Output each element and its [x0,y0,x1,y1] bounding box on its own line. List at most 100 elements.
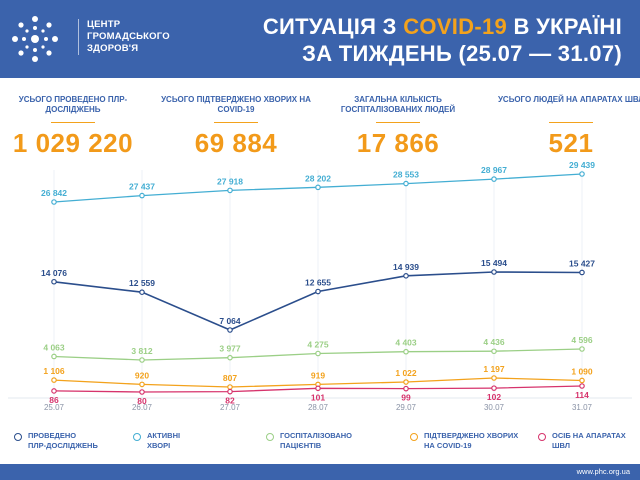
data-label: 7 064 [219,316,241,326]
data-point [403,273,409,279]
data-point [579,171,585,177]
title-part-1: СИТУАЦІЯ З [262,14,404,39]
org-line: ГРОМАДСЬКОГО [87,31,170,42]
data-label: 14 939 [393,262,419,272]
data-point [491,348,497,355]
x-tick-label: 27.07 [220,403,241,412]
data-point [403,348,409,355]
page-title: СИТУАЦІЯ З COVID-19 В УКРАЇНІ ЗА ТИЖДЕНЬ… [263,13,622,67]
data-label: 114 [575,390,589,400]
legend-label: ГОСПІТАЛІЗОВАНО ПАЦІЄНТІВ [280,431,352,451]
data-point [491,385,497,391]
organization-name: ЦЕНТР ГРОМАДСЬКОГО ЗДОРОВ'Я [78,19,170,55]
legend-marker-icon [266,433,274,441]
data-label: 12 655 [305,278,331,288]
data-label: 3 977 [219,344,241,354]
data-point [51,278,57,285]
kpi-ventilators: УСЬОГО ЛЮДЕЙ НА АПАРАТАХ ШВЛ 521 [496,95,640,158]
data-label: 4 436 [483,337,505,347]
data-point [579,383,585,389]
data-point [227,327,233,333]
data-point [51,388,57,394]
data-label: 1 090 [571,366,593,376]
data-label: 4 063 [43,342,65,352]
title-part-2: В УКРАЇНІ [507,14,622,39]
data-label: 15 427 [569,258,595,268]
data-point [51,377,57,383]
kpi-pcr-tests: УСЬОГО ПРОВЕДЕНО ПЛР-ДОСЛІДЖЕНЬ 1 029 22… [0,95,148,158]
data-label: 29 439 [569,160,595,170]
data-point [403,379,409,385]
legend-label: ОСІБ НА АПАРАТАХ ШВЛ [552,431,626,451]
legend-label-line: ОСІБ НА АПАРАТАХ [552,431,626,440]
legend-label-line: ХВОРІ [147,441,171,450]
kpi-divider [549,122,593,123]
data-label: 15 494 [481,258,507,268]
kpi-divider [214,122,258,123]
legend-label-line: ПАЦІЄНТІВ [280,441,322,450]
data-label: 101 [311,392,325,402]
data-label: 4 596 [571,335,593,345]
legend-label: ПРОВЕДЕНО ПЛР-ДОСЛІДЖЕНЬ [28,431,98,451]
data-point [227,384,233,390]
data-point [315,385,321,392]
legend-marker-icon [538,433,546,441]
kpi-label: УСЬОГО ЛЮДЕЙ НА АПАРАТАХ ШВЛ [497,95,640,104]
org-line: ЗДОРОВ'Я [87,43,139,54]
data-label: 28 202 [305,173,331,183]
kpi-divider [376,122,420,123]
x-tick-label: 29.07 [396,403,417,412]
kpi-value: 521 [548,128,594,158]
x-tick-label: 28.07 [308,403,329,412]
kpi-value: 1 029 220 [12,128,134,158]
org-line: ЦЕНТР [87,19,121,30]
data-point [579,346,585,352]
data-point [51,353,57,360]
kpi-value: 69 884 [194,128,278,158]
title-line-1: СИТУАЦІЯ З COVID-19 В УКРАЇНІ [263,13,622,40]
data-point [227,187,233,194]
footer-bar: www.phc.org.ua [0,464,640,480]
x-tick-label: 25.07 [44,403,65,412]
kpi-divider [51,122,95,123]
legend-label: ПІДТВЕРДЖЕНО ХВОРИХ НА COVID-19 [424,431,518,451]
kpi-value: 17 866 [356,128,440,158]
data-label: 27 437 [129,182,155,192]
data-label: 4 403 [395,338,417,348]
data-point [139,357,145,363]
data-point [579,377,585,384]
data-point [403,385,409,392]
data-label: 807 [223,373,237,383]
data-point [315,288,321,295]
data-point [579,269,585,276]
x-tick-label: 30.07 [484,403,505,412]
data-point [403,180,409,187]
data-label: 919 [311,370,325,380]
data-label: 12 559 [129,278,155,288]
legend-label: АКТИВНІ ХВОРІ [147,431,180,451]
data-label: 82 [225,396,235,406]
phc-logo-icon [12,16,58,62]
data-point [491,269,497,275]
legend-label-line: ПІДТВЕРДЖЕНО ХВОРИХ [424,431,519,440]
title-line-2: ЗА ТИЖДЕНЬ (25.07 — 31.07) [302,41,622,66]
data-label: 26 842 [41,188,67,198]
data-label: 28 553 [393,170,419,180]
legend-label-line: НА COVID-19 [424,441,472,450]
kpi-hospitalized: ЗАГАЛЬНА КІЛЬКІСТЬ ГОСПІТАЛІЗОВАНИХ ЛЮДЕ… [323,95,473,158]
data-label: 27 918 [217,176,243,186]
kpi-confirmed-cases: УСЬОГО ПІДТВЕРДЖЕНО ХВОРИХ НА COVID-19 6… [161,95,311,158]
kpi-label: УСЬОГО ПРОВЕДЕНО ПЛР-ДОСЛІДЖЕНЬ [18,95,128,114]
legend-marker-icon [133,433,141,441]
x-tick-label: 31.07 [572,403,593,412]
kpi-label: УСЬОГО ПІДТВЕРДЖЕНО ХВОРИХ НА COVID-19 [161,95,311,114]
kpi-label: ЗАГАЛЬНА КІЛЬКІСТЬ ГОСПІТАЛІЗОВАНИХ ЛЮДЕ… [340,95,456,114]
data-label: 28 967 [481,165,507,175]
legend-marker-icon [410,433,418,441]
legend-label-line: ГОСПІТАЛІЗОВАНО [280,431,352,440]
data-label: 4 275 [307,340,329,350]
data-point [491,375,497,381]
legend-label-line: ПЛР-ДОСЛІДЖЕНЬ [28,441,98,450]
data-point [315,184,321,191]
